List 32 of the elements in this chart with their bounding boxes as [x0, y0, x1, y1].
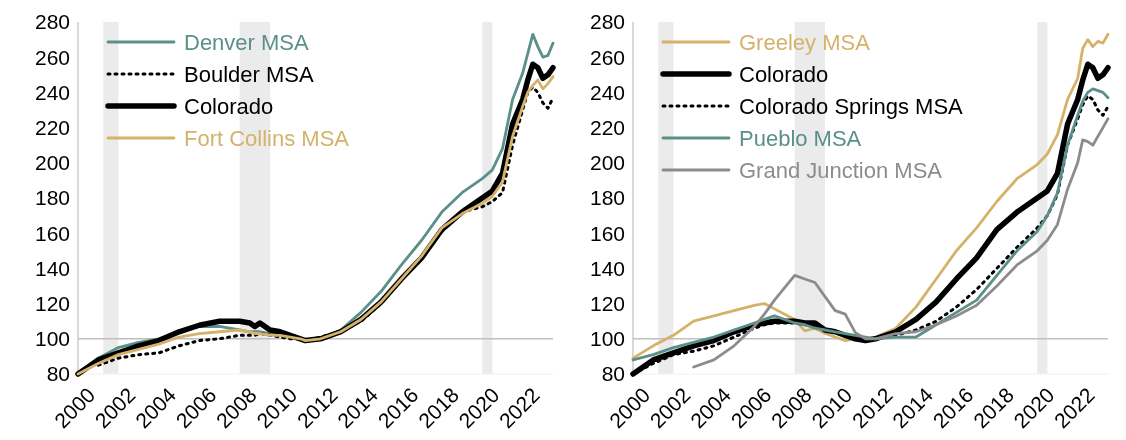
y-tick-label: 100: [34, 327, 70, 351]
legend-label: Fort Collins MSA: [184, 125, 350, 151]
legend-label: Denver MSA: [184, 29, 310, 55]
y-tick-label: 140: [34, 256, 70, 280]
line-series: [692, 117, 1110, 369]
y-tick-label: 140: [589, 256, 625, 280]
y-tick-label: 260: [34, 45, 70, 69]
legend-label: Grand Junction MSA: [739, 157, 943, 183]
y-tick-label: 220: [34, 115, 70, 139]
legend-label: Colorado: [739, 61, 829, 87]
y-tick-label: 120: [589, 291, 625, 315]
y-tick-label: 280: [34, 10, 70, 34]
y-tick-label: 200: [34, 151, 70, 175]
y-tick-label: 160: [34, 221, 70, 245]
y-tick-label: 80: [46, 362, 70, 386]
legend-label: Colorado: [184, 93, 274, 119]
y-tick-label: 280: [589, 10, 625, 34]
y-tick-label: 220: [589, 115, 625, 139]
y-tick-label: 80: [601, 362, 625, 386]
y-tick-label: 160: [589, 221, 625, 245]
y-tick-label: 200: [589, 151, 625, 175]
y-tick-label: 240: [589, 80, 625, 104]
legend-label: Pueblo MSA: [739, 125, 862, 151]
y-tick-label: 240: [34, 80, 70, 104]
y-tick-label: 100: [589, 327, 625, 351]
y-tick-label: 120: [34, 291, 70, 315]
y-tick-label: 180: [589, 186, 625, 210]
legend-label: Colorado Springs MSA: [739, 93, 964, 119]
legend-label: Greeley MSA: [739, 29, 871, 55]
y-tick-label: 260: [589, 45, 625, 69]
y-tick-label: 180: [34, 186, 70, 210]
legend-label: Boulder MSA: [184, 61, 314, 87]
